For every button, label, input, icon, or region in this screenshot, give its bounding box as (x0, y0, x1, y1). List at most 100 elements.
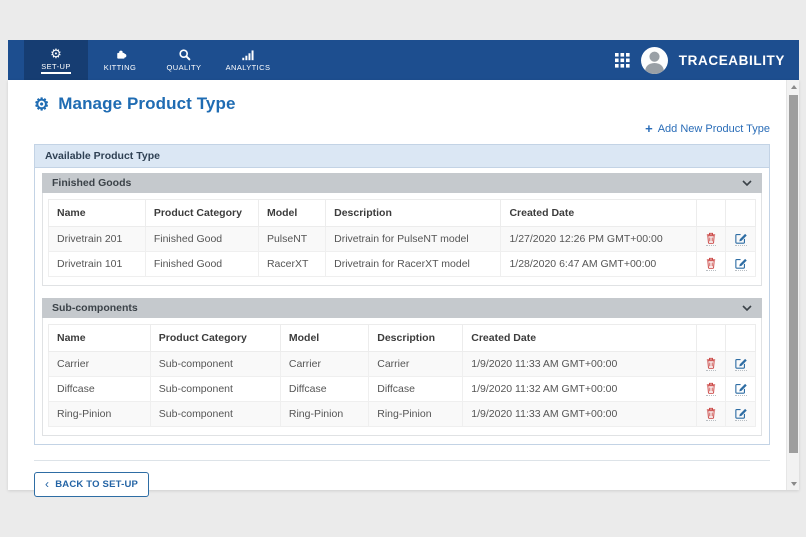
gear-icon: ⚙ (50, 45, 62, 61)
trash-icon[interactable] (705, 257, 716, 271)
table-cell: Carrier (368, 351, 464, 377)
section-finished-goods: Finished Goods Name Product Category Model… (42, 173, 762, 286)
edit-icon[interactable] (734, 257, 747, 271)
scroll-down-arrow-icon[interactable] (787, 477, 800, 490)
main-page: ⚙ Manage Product Type + Add New Product … (8, 80, 799, 497)
edit-cell (725, 376, 756, 402)
edit-cell (725, 251, 756, 277)
column-header: Name (48, 324, 151, 352)
available-product-type-panel: Available Product Type Finished Goods Na… (34, 144, 770, 445)
trash-icon[interactable] (705, 382, 716, 396)
user-avatar[interactable] (640, 46, 668, 74)
scrollbar-thumb[interactable] (789, 95, 798, 453)
table-cell: Ring-Pinion (368, 401, 464, 427)
edit-icon[interactable] (734, 407, 747, 421)
table-cell: Diffcase (48, 376, 151, 402)
table-cell: Finished Good (144, 251, 259, 277)
table-cell: 1/9/2020 11:33 AM GMT+00:00 (462, 351, 697, 377)
table-cell: Drivetrain for PulseNT model (325, 226, 502, 252)
page-content: ⚙ Manage Product Type + Add New Product … (8, 80, 799, 497)
scroll-up-arrow-icon[interactable] (787, 80, 800, 93)
section-header[interactable]: Finished Goods (42, 173, 762, 193)
column-header: Product Category (144, 199, 259, 227)
apps-grid-icon[interactable] (614, 52, 630, 68)
chevron-left-icon: ‹ (45, 477, 50, 491)
add-new-product-type-link[interactable]: + Add New Product Type (645, 121, 770, 136)
actions-column-header (725, 324, 756, 352)
nav-item-set-up[interactable]: ⚙ SET-UP (24, 40, 88, 80)
product-type-table: Name Product Category Model Description Crea… (48, 199, 756, 277)
app-brand: TRACEABILITY (678, 52, 785, 68)
nav-item-quality[interactable]: QUALITY (152, 40, 216, 80)
table-cell: RacerXT (257, 251, 327, 277)
page-title: Manage Product Type (58, 94, 236, 113)
delete-cell (695, 376, 727, 402)
panel-header: Available Product Type (35, 145, 769, 168)
section-body: Name Product Category Model Description Crea… (42, 193, 762, 286)
section-header[interactable]: Sub-components (42, 298, 762, 318)
table-cell: Sub-component (149, 376, 281, 402)
add-link-row: + Add New Product Type (34, 120, 770, 138)
vertical-scrollbar[interactable] (786, 80, 799, 490)
table-row: Diffcase Sub-component Diffcase Diffcase 1/9… (48, 376, 756, 402)
back-to-setup-label: BACK TO SET-UP (55, 479, 139, 490)
actions-column-header (695, 324, 727, 352)
column-header: Model (257, 199, 327, 227)
trash-icon[interactable] (705, 407, 716, 421)
table-header-row: Name Product Category Model Description Crea… (48, 199, 756, 227)
edit-cell (725, 226, 756, 252)
table-row: Ring-Pinion Sub-component Ring-Pinion Ring-… (48, 401, 756, 427)
edit-icon[interactable] (734, 357, 747, 371)
top-navbar: ⚙ SET-UP KITTING QUALITY ANALYTICS TRACEABIL… (8, 40, 799, 80)
table-cell: 1/27/2020 12:26 PM GMT+00:00 (500, 226, 697, 252)
bar-chart-icon (241, 47, 255, 61)
nav-item-label: QUALITY (166, 63, 202, 72)
trash-icon[interactable] (705, 357, 716, 371)
table-cell: Carrier (48, 351, 151, 377)
delete-cell (695, 251, 727, 277)
person-icon (645, 51, 664, 74)
back-to-setup-button[interactable]: ‹ BACK TO SET-UP (34, 472, 150, 497)
chevron-down-icon[interactable] (742, 305, 752, 312)
table-cell: Ring-Pinion (48, 401, 151, 427)
table-cell: PulseNT (257, 226, 327, 252)
footer-divider (34, 460, 770, 461)
nav-item-kitting[interactable]: KITTING (88, 40, 152, 80)
column-header: Created Date (462, 324, 697, 352)
plus-icon: + (645, 121, 653, 136)
column-header: Description (368, 324, 464, 352)
table-cell: Finished Good (144, 226, 259, 252)
delete-cell (695, 351, 727, 377)
table-cell: 1/9/2020 11:32 AM GMT+00:00 (462, 376, 697, 402)
table-cell: Sub-component (149, 401, 281, 427)
table-cell: Diffcase (279, 376, 370, 402)
panel-body: Finished Goods Name Product Category Model… (35, 168, 769, 444)
nav-items: ⚙ SET-UP KITTING QUALITY ANALYTICS (24, 40, 280, 80)
column-header: Name (48, 199, 146, 227)
table-cell: Carrier (279, 351, 370, 377)
table-cell: Diffcase (368, 376, 464, 402)
actions-column-header (725, 199, 756, 227)
nav-item-label: SET-UP (41, 62, 71, 74)
trash-icon[interactable] (705, 232, 716, 246)
navbar-right: TRACEABILITY (614, 40, 799, 80)
edit-cell (725, 351, 756, 377)
table-cell: 1/9/2020 11:33 AM GMT+00:00 (462, 401, 697, 427)
table-row: Carrier Sub-component Carrier Carrier 1/9/20… (48, 351, 756, 377)
product-type-table: Name Product Category Model Description Crea… (48, 324, 756, 427)
edit-icon[interactable] (734, 382, 747, 396)
edit-icon[interactable] (734, 232, 747, 246)
nav-item-analytics[interactable]: ANALYTICS (216, 40, 280, 80)
chevron-down-icon[interactable] (742, 180, 752, 187)
section-title: Finished Goods (52, 177, 132, 189)
table-cell: Drivetrain 201 (48, 226, 146, 252)
table-row: Drivetrain 201 Finished Good PulseNT Drivet… (48, 226, 756, 252)
page-title-row: ⚙ Manage Product Type (34, 94, 770, 114)
table-cell: Drivetrain 101 (48, 251, 146, 277)
actions-column-header (695, 199, 727, 227)
column-header: Description (325, 199, 502, 227)
magnifier-icon (178, 47, 191, 61)
gear-icon: ⚙ (34, 94, 50, 114)
add-new-product-type-label: Add New Product Type (657, 122, 770, 135)
column-header: Product Category (149, 324, 281, 352)
